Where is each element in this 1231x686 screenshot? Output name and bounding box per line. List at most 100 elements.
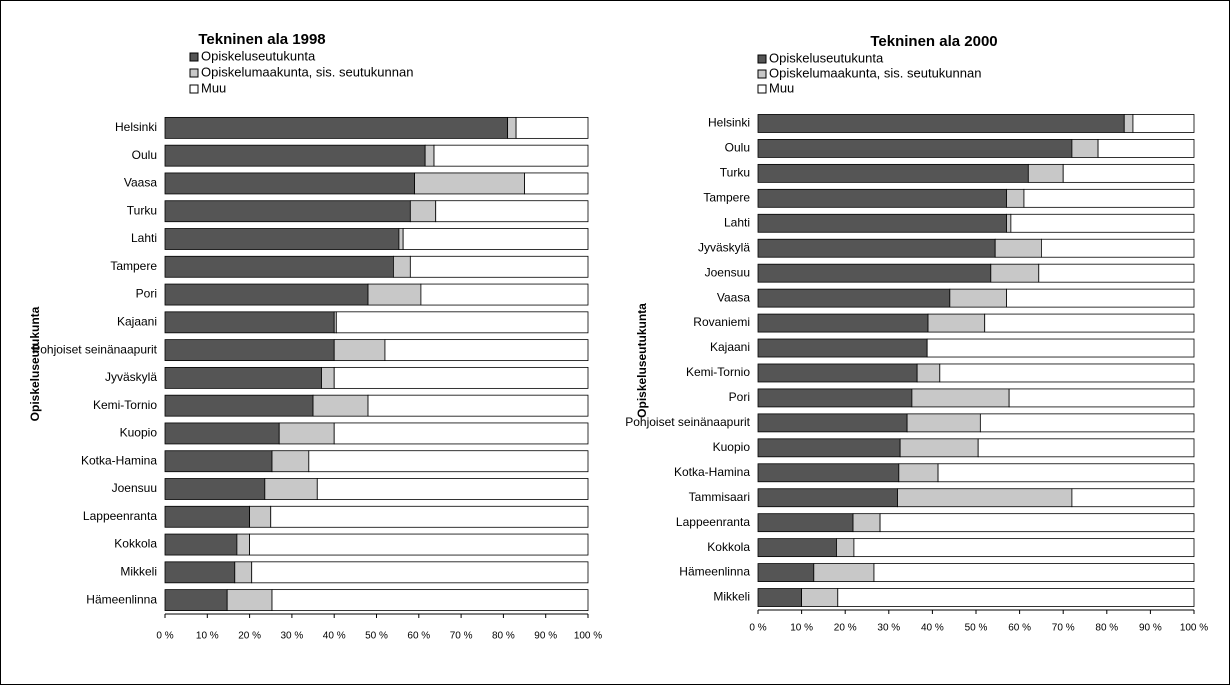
- bar-segment: [911, 388, 1010, 408]
- bar-segment: [333, 422, 589, 445]
- bar-segment: [757, 188, 1007, 208]
- bar-segment: [507, 116, 517, 139]
- bar-segment: [813, 563, 875, 582]
- bar-segment: [435, 200, 589, 223]
- y-tick-label: Tammisaari: [689, 490, 750, 504]
- y-tick-label: Helsinki: [708, 116, 750, 130]
- bar-segment: [837, 588, 1195, 607]
- legend-label: Opiskeluseutukunta: [201, 48, 316, 63]
- y-tick-label: Hämeenlinna: [679, 565, 750, 579]
- y-tick-label: Kajaani: [117, 315, 157, 329]
- bar-segment: [164, 311, 335, 334]
- y-tick-label: Pori: [729, 390, 750, 404]
- bar-segment: [757, 513, 854, 533]
- y-tick-label: Kuopio: [713, 440, 751, 454]
- y-tick-label: Lappeenranta: [676, 515, 750, 529]
- y-tick-label: Lahti: [131, 231, 157, 245]
- bar-segment: [164, 478, 266, 500]
- bar-segment: [757, 563, 815, 582]
- legend-swatch: [189, 84, 199, 94]
- y-tick-label: Joensuu: [705, 265, 750, 279]
- bar-segment: [414, 172, 525, 195]
- bar-segment: [164, 561, 236, 584]
- chart-title: Tekninen ala 1998: [198, 31, 325, 48]
- bar-segment: [384, 339, 589, 362]
- y-tick-label: Tampere: [110, 259, 157, 273]
- bar-segment: [524, 172, 589, 195]
- x-tick-label: 100 %: [1180, 623, 1208, 634]
- y-axis-label: Opiskeluseutukunta: [635, 303, 649, 418]
- legend-label: Opiskelumaakunta, sis. seutukunnan: [769, 65, 981, 80]
- legend-swatch: [757, 54, 767, 64]
- bar-segment: [1023, 188, 1195, 208]
- bar-segment: [264, 478, 318, 500]
- bar-segment: [278, 422, 335, 445]
- bar-segment: [979, 413, 1195, 433]
- y-tick-label: Turku: [720, 166, 750, 180]
- bar-segment: [990, 263, 1040, 283]
- bar-segment: [226, 589, 273, 612]
- bar-segment: [939, 363, 1195, 383]
- y-tick-label: Helsinki: [115, 120, 157, 134]
- bar-segment: [402, 228, 589, 250]
- bar-segment: [333, 339, 386, 362]
- bar-segment: [898, 463, 939, 483]
- bar-segment: [420, 283, 589, 306]
- bar-segment: [164, 394, 314, 417]
- bar-segment: [1097, 139, 1195, 158]
- x-tick-label: 80 %: [492, 631, 515, 642]
- bar-segment: [757, 538, 837, 558]
- bar-segment: [906, 413, 981, 433]
- y-tick-label: Tampere: [703, 190, 750, 204]
- bar-segment: [1071, 139, 1099, 158]
- x-tick-label: 90 %: [1139, 623, 1162, 634]
- legend-swatch: [757, 69, 767, 79]
- x-tick-label: 60 %: [1008, 623, 1031, 634]
- bar-segment: [164, 450, 273, 473]
- bar-segment: [853, 538, 1195, 558]
- bar-segment: [1010, 213, 1195, 233]
- bar-segment: [899, 438, 979, 458]
- bar-segment: [916, 363, 941, 383]
- bar-segment: [164, 200, 411, 223]
- bar-segment: [271, 450, 310, 473]
- bar-segment: [1123, 114, 1134, 133]
- bar-segment: [1062, 163, 1195, 183]
- bar-segment: [308, 450, 589, 473]
- bar-segment: [873, 563, 1195, 582]
- bar-segment: [271, 589, 589, 612]
- x-tick-label: 10 %: [790, 623, 813, 634]
- bar-segment: [757, 163, 1029, 183]
- y-tick-label: Lahti: [724, 215, 750, 229]
- bar-segment: [367, 394, 589, 417]
- y-tick-label: Oulu: [132, 148, 157, 162]
- bar-segment: [393, 255, 411, 278]
- bar-segment: [312, 394, 369, 417]
- y-tick-label: Rovaniemi: [693, 315, 750, 329]
- y-tick-label: Mikkeli: [120, 565, 157, 579]
- y-tick-label: Pohjoiset seinänaapurit: [625, 415, 750, 429]
- x-tick-label: 80 %: [1095, 623, 1118, 634]
- legend-label: Muu: [769, 80, 794, 95]
- bar-segment: [757, 338, 928, 358]
- bar-segment: [757, 413, 908, 433]
- y-tick-label: Lappeenranta: [83, 509, 157, 523]
- bar-segment: [1006, 213, 1012, 233]
- bar-segment: [316, 478, 589, 500]
- bar-segment: [757, 139, 1073, 158]
- x-tick-label: 70 %: [450, 631, 473, 642]
- y-tick-label: Kokkola: [114, 537, 157, 551]
- x-tick-label: 50 %: [365, 631, 388, 642]
- y-tick-label: Pori: [136, 287, 157, 301]
- bar-segment: [757, 213, 1007, 233]
- bar-segment: [927, 313, 986, 333]
- x-tick-label: 50 %: [965, 623, 988, 634]
- y-tick-label: Vaasa: [717, 290, 750, 304]
- bar-segment: [164, 339, 335, 362]
- bar-segment: [801, 588, 839, 607]
- bar-segment: [1008, 388, 1195, 408]
- bar-segment: [1027, 163, 1064, 183]
- bar-segment: [333, 366, 589, 389]
- bar-segment: [897, 488, 1073, 508]
- bar-segment: [321, 366, 335, 389]
